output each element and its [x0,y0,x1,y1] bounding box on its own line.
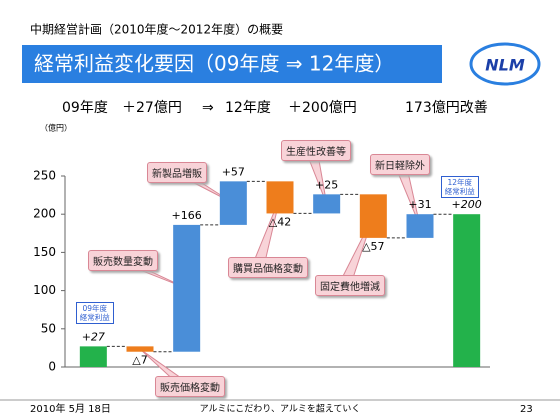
category-callout: 固定費他増減 [315,275,385,296]
summary-item: 12年度 [225,100,271,116]
bar [126,346,154,352]
total-callout: 09年度経常利益 [76,302,114,324]
value-label: +200 [452,198,482,211]
bar [359,194,387,238]
y-tick-label: 250 [33,169,56,183]
value-label: +31 [408,198,431,211]
bar [266,181,294,214]
y-tick-label: 0 [48,360,56,374]
title: 経常利益変化要因（09年度 ⇒ 12年度） [34,52,394,76]
value-label: +25 [315,178,338,191]
y-tick-label: 200 [33,207,56,221]
summary-item: ＋200億円 [288,100,357,116]
category-callout: 生産性改善等 [281,140,351,161]
page-number: 23 [520,404,533,415]
category-callout: 販売数量変動 [88,250,158,271]
summary-item: ⇒ [202,100,214,116]
bar [173,224,201,352]
subtitle: 中期経営計画（2010年度～2012年度）の概要 [30,22,283,37]
value-label: △7 [132,354,147,367]
bar [79,346,107,367]
y-tick-label: 150 [33,245,56,259]
summary-item: 173億円改善 [405,100,488,116]
logo: NLM [485,56,525,75]
category-callout: 新製品増販 [147,162,207,183]
value-label: △57 [362,240,384,253]
category-callout: 販売価格変動 [155,376,225,397]
bar [406,214,434,238]
title-banner [22,45,442,83]
summary-item: 09年度 [62,100,108,116]
value-label: +166 [172,209,202,222]
y-tick-label: 100 [33,283,56,297]
summary-item: ＋27億円 [122,100,182,116]
value-label: +27 [82,330,105,343]
value-label: +57 [222,165,245,178]
y-label: （億円） [40,123,72,133]
footer-slogan: アルミにこだわり、アルミを超えていく [200,403,361,415]
bar [313,194,341,214]
total-callout: 12年度経常利益 [441,176,479,198]
y-tick-label: 50 [41,321,56,335]
logo-ring [469,42,541,86]
category-callout: 新日軽除外 [370,154,430,175]
bar [453,214,481,367]
footer-date: 2010年 5月 18日 [30,402,111,415]
category-callout: 購買品価格変動 [228,257,308,278]
value-label: △42 [269,215,291,228]
bar [219,181,247,225]
